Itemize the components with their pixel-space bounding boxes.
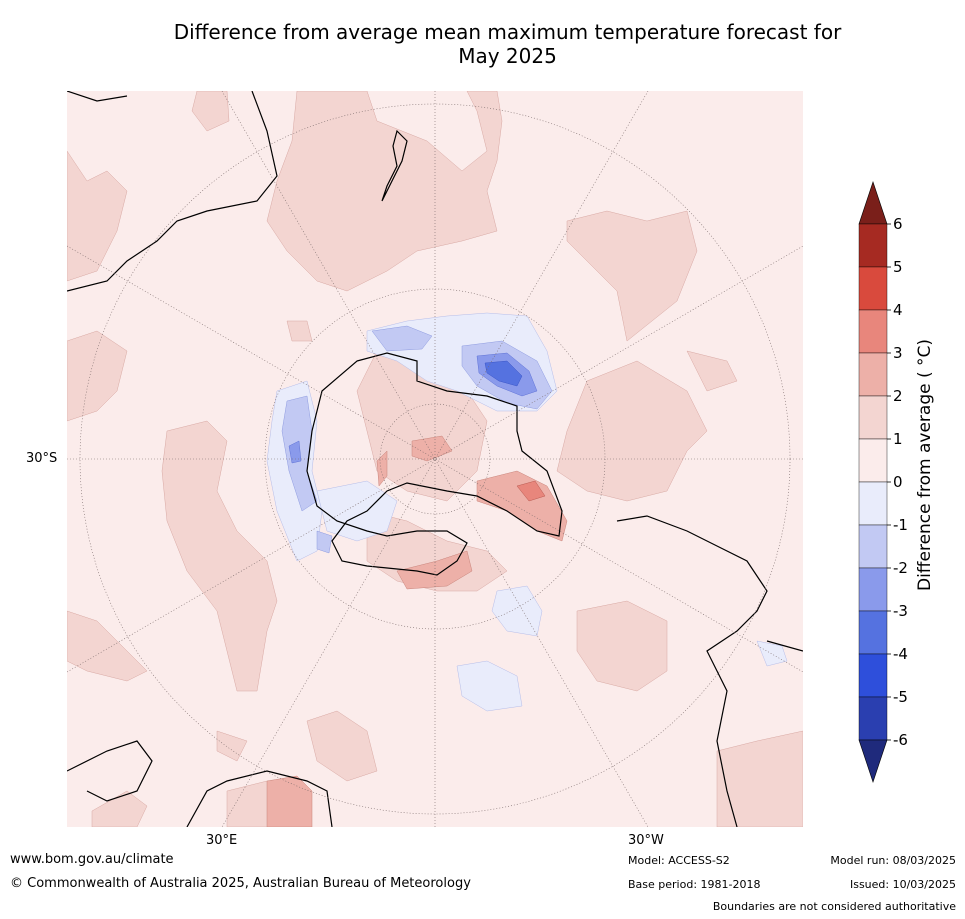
anomaly-2-3	[266, 435, 568, 827]
colorbar-tick-label: 0	[893, 473, 903, 491]
colorbar-tick-label: -1	[893, 516, 908, 534]
graticule	[67, 91, 803, 827]
colorbar-band-0_1	[858, 438, 888, 483]
footer-model-run: Model run: 08/03/2025	[830, 854, 956, 867]
colorbar-tick-label: -6	[893, 731, 908, 749]
colorbar-extend-max	[858, 181, 888, 225]
polar-map	[67, 91, 803, 827]
footer-issued: Issued: 10/03/2025	[849, 878, 956, 891]
colorbar-tick-label: -4	[893, 645, 908, 663]
colorbar-band-m5_m4	[858, 653, 888, 698]
colorbar: 6 5 4 3 2 1 0 -1 -2 -3 -4 -5 -6	[855, 180, 965, 790]
colorbar-label: Difference from average ( °C)	[915, 338, 935, 592]
anomaly-3-4	[516, 480, 546, 502]
colorbar-band-1_2	[858, 395, 888, 440]
south-america-coastline	[616, 515, 803, 827]
map-title: Difference from average mean maximum tem…	[100, 20, 915, 68]
colorbar-tick-label: -5	[893, 688, 908, 706]
colorbar-tick-label: 2	[893, 387, 903, 405]
colorbar-band-5_6	[858, 223, 888, 268]
colorbar-band-m6_m5	[858, 696, 888, 741]
colorbar-tick-label: 4	[893, 301, 903, 319]
colorbar-band-4_5	[858, 266, 888, 311]
colorbar-tick-label: -3	[893, 602, 908, 620]
colorbar-band-m3_m2	[858, 567, 888, 612]
lon-label-30e: 30°E	[206, 833, 238, 848]
colorbar-tick-label: 3	[893, 344, 903, 362]
anomaly-1-2	[67, 91, 803, 827]
map-panel	[67, 91, 803, 827]
footer-copyright: © Commonwealth of Australia 2025, Austra…	[10, 876, 471, 891]
title-line-1: Difference from average mean maximum tem…	[173, 20, 842, 44]
footer-disclaimer: Boundaries are not considered authoritat…	[712, 900, 956, 913]
colorbar-extend-min	[858, 739, 888, 783]
africa-coastline	[67, 740, 333, 827]
footer-url[interactable]: www.bom.gov.au/climate	[10, 852, 174, 867]
new-zealand-coastline	[381, 129, 408, 202]
colorbar-band-3_4	[858, 309, 888, 354]
antarctica-coastline	[306, 352, 563, 576]
colorbar-tick-label: 6	[893, 215, 903, 233]
footer-model: Model: ACCESS-S2	[628, 854, 730, 867]
footer-base-period: Base period: 1981-2018	[628, 878, 761, 891]
colorbar-band-m4_m3	[858, 610, 888, 655]
colorbar-band-2_3	[858, 352, 888, 397]
australia-coastline	[67, 91, 278, 292]
lon-label-30w: 30°W	[628, 833, 664, 848]
colorbar-graphic: 6 5 4 3 2 1 0 -1 -2 -3 -4 -5 -6	[858, 181, 908, 783]
anomaly-minus-3-4	[484, 360, 523, 387]
colorbar-tick-label: -2	[893, 559, 908, 577]
title-line-2: May 2025	[458, 44, 557, 68]
lat-label-30s: 30°S	[26, 451, 58, 466]
colorbar-band-m1_0	[858, 481, 888, 526]
colorbar-tick-label: 5	[893, 258, 903, 276]
colorbar-tick-label: 1	[893, 430, 903, 448]
colorbar-band-m2_m1	[858, 524, 888, 569]
